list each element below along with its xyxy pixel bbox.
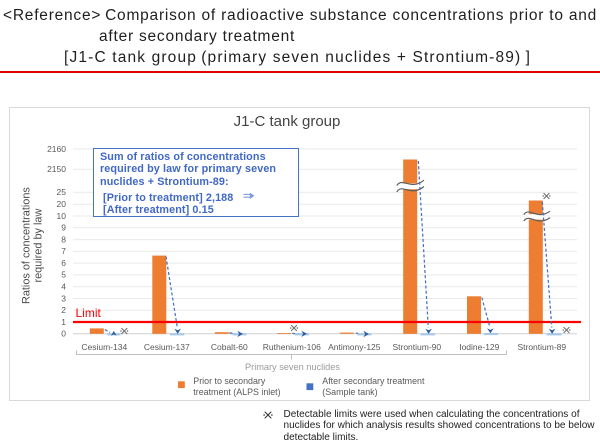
svg-text:Primary seven nuclides: Primary seven nuclides <box>245 362 340 372</box>
svg-text:6: 6 <box>61 258 66 268</box>
svg-text:2160: 2160 <box>47 144 66 154</box>
svg-text:7: 7 <box>61 246 66 256</box>
svg-text:10: 10 <box>57 211 67 221</box>
svg-text:4: 4 <box>61 282 66 292</box>
svg-text:Ruthenium-106: Ruthenium-106 <box>263 342 321 352</box>
svg-text:25: 25 <box>57 187 67 197</box>
svg-text:Strontium-89: Strontium-89 <box>517 342 566 352</box>
svg-text:5: 5 <box>61 270 66 280</box>
svg-text:8: 8 <box>61 234 66 244</box>
svg-text:2150: 2150 <box>47 164 66 174</box>
svg-text:9: 9 <box>61 223 66 233</box>
svg-text:Strontium-90: Strontium-90 <box>392 342 441 352</box>
svg-text:3: 3 <box>61 293 66 303</box>
svg-text:Cesium-134: Cesium-134 <box>81 342 127 352</box>
svg-text:Antimony-125: Antimony-125 <box>328 342 381 352</box>
svg-text:Iodine-129: Iodine-129 <box>459 342 499 352</box>
svg-text:Cesium-137: Cesium-137 <box>144 342 190 352</box>
svg-text:20: 20 <box>57 199 67 209</box>
svg-text:2: 2 <box>61 305 66 315</box>
svg-text:Cobalt-60: Cobalt-60 <box>211 342 248 352</box>
svg-text:0: 0 <box>61 329 66 339</box>
svg-text:1: 1 <box>61 317 66 327</box>
